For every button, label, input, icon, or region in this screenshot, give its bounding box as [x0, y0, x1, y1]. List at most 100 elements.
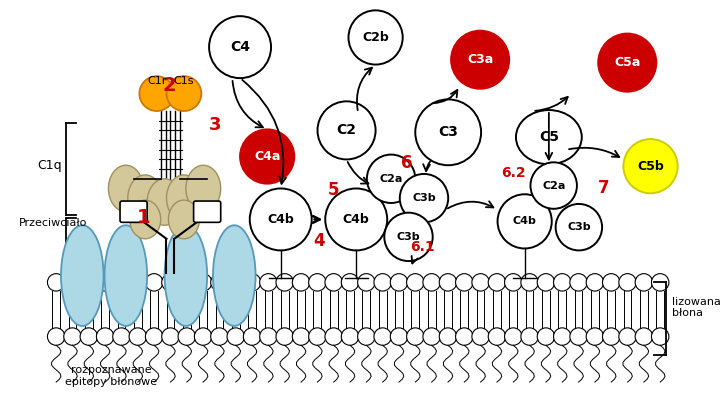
Ellipse shape [341, 328, 359, 345]
Ellipse shape [407, 274, 424, 291]
Ellipse shape [240, 130, 294, 183]
Text: C5b: C5b [637, 160, 664, 173]
Ellipse shape [276, 274, 294, 291]
Ellipse shape [384, 213, 433, 261]
Ellipse shape [129, 274, 146, 291]
Ellipse shape [213, 225, 255, 326]
Ellipse shape [635, 328, 652, 345]
Ellipse shape [488, 274, 505, 291]
Ellipse shape [64, 328, 81, 345]
Ellipse shape [602, 328, 620, 345]
Ellipse shape [80, 328, 97, 345]
Ellipse shape [423, 274, 440, 291]
Ellipse shape [619, 274, 637, 291]
Text: C4a: C4a [254, 150, 281, 163]
Ellipse shape [112, 328, 130, 345]
Text: C3: C3 [438, 125, 458, 139]
Text: C3b: C3b [397, 232, 420, 242]
Ellipse shape [553, 274, 571, 291]
Text: 7: 7 [598, 179, 610, 198]
Ellipse shape [451, 31, 509, 89]
Ellipse shape [349, 11, 402, 64]
Ellipse shape [194, 274, 212, 291]
Ellipse shape [209, 16, 271, 78]
Ellipse shape [47, 328, 65, 345]
Ellipse shape [244, 274, 261, 291]
Text: 6.1: 6.1 [410, 239, 434, 254]
Text: C2b: C2b [362, 31, 389, 44]
Text: C3b: C3b [413, 193, 436, 203]
Ellipse shape [129, 328, 146, 345]
Text: 6: 6 [401, 154, 413, 172]
Ellipse shape [47, 274, 65, 291]
Ellipse shape [61, 225, 104, 326]
Ellipse shape [652, 274, 669, 291]
Ellipse shape [325, 274, 342, 291]
Ellipse shape [488, 328, 505, 345]
Text: 1: 1 [136, 208, 150, 227]
Ellipse shape [357, 274, 375, 291]
Ellipse shape [505, 328, 522, 345]
Ellipse shape [624, 139, 678, 193]
Ellipse shape [407, 328, 424, 345]
Text: C3a: C3a [467, 53, 493, 66]
Ellipse shape [602, 274, 620, 291]
Ellipse shape [128, 175, 162, 222]
Ellipse shape [587, 274, 604, 291]
Ellipse shape [165, 225, 207, 326]
Ellipse shape [186, 165, 220, 212]
Ellipse shape [390, 328, 407, 345]
Ellipse shape [497, 194, 552, 249]
Ellipse shape [147, 179, 182, 225]
Ellipse shape [146, 274, 163, 291]
Ellipse shape [341, 274, 359, 291]
Ellipse shape [64, 274, 81, 291]
Ellipse shape [130, 200, 161, 239]
Text: C2a: C2a [379, 174, 403, 184]
Ellipse shape [505, 274, 522, 291]
Text: C5: C5 [539, 130, 559, 144]
Ellipse shape [439, 328, 457, 345]
Ellipse shape [194, 328, 212, 345]
Text: C4b: C4b [513, 216, 536, 226]
Ellipse shape [178, 328, 196, 345]
Ellipse shape [96, 328, 114, 345]
Ellipse shape [472, 274, 489, 291]
Ellipse shape [619, 328, 637, 345]
Ellipse shape [516, 110, 581, 164]
Ellipse shape [472, 328, 489, 345]
Text: C1r: C1r [147, 76, 167, 86]
Ellipse shape [598, 34, 656, 92]
Ellipse shape [249, 188, 312, 250]
FancyBboxPatch shape [194, 201, 220, 222]
Text: C1q: C1q [37, 160, 62, 173]
Text: rozpoznawane: rozpoznawane [71, 364, 152, 375]
Ellipse shape [570, 328, 587, 345]
Ellipse shape [553, 328, 571, 345]
Ellipse shape [326, 188, 387, 250]
Ellipse shape [555, 204, 602, 250]
Text: 4: 4 [314, 232, 326, 250]
Ellipse shape [309, 328, 326, 345]
Ellipse shape [168, 200, 199, 239]
Ellipse shape [227, 274, 244, 291]
Ellipse shape [167, 76, 202, 111]
Text: C4: C4 [230, 40, 250, 54]
Text: lizowana: lizowana [672, 297, 721, 307]
Ellipse shape [178, 274, 196, 291]
Ellipse shape [537, 274, 555, 291]
Ellipse shape [531, 162, 577, 209]
Ellipse shape [96, 274, 114, 291]
Ellipse shape [80, 274, 97, 291]
Text: 5: 5 [328, 181, 340, 199]
Ellipse shape [104, 225, 147, 326]
Text: C2a: C2a [542, 181, 566, 191]
Ellipse shape [211, 328, 228, 345]
Ellipse shape [162, 274, 179, 291]
Ellipse shape [367, 155, 415, 203]
Text: Przeciwciało: Przeciwciało [20, 217, 88, 228]
Text: C3b: C3b [567, 222, 591, 232]
Ellipse shape [162, 328, 179, 345]
Ellipse shape [276, 328, 294, 345]
Text: błona: błona [672, 309, 703, 318]
